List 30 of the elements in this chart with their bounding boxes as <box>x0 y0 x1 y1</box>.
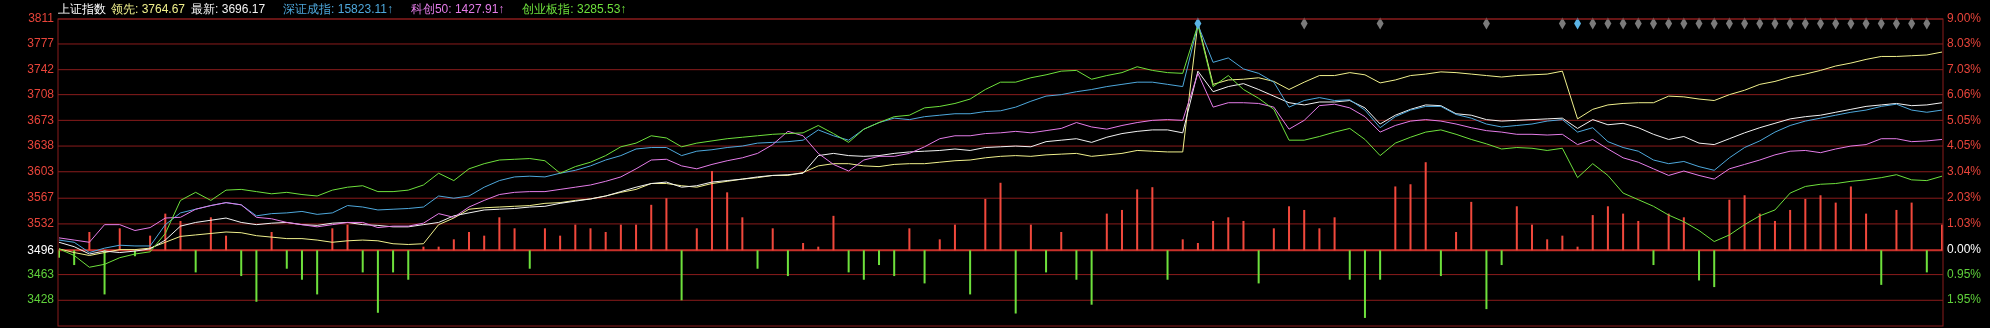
y-tick-label: 3603 <box>27 163 55 178</box>
y2-tick-label: 0.95% <box>1947 266 1982 281</box>
y-tick-label: 3638 <box>27 138 55 153</box>
y-tick-label: 3428 <box>27 292 55 307</box>
text: 深证成指: 15823.11↑ <box>283 2 393 16</box>
y2-tick-label: 9.00% <box>1947 11 1982 26</box>
y-tick-label: 3463 <box>27 266 55 281</box>
y-tick-label: 3532 <box>27 216 55 231</box>
y-tick-label: 3777 <box>27 36 55 51</box>
y2-tick-label: 6.06% <box>1947 86 1982 101</box>
text: 领先: 3764.67 <box>111 2 186 16</box>
y-tick-label: 3496 <box>27 242 55 257</box>
y2-tick-label: 7.03% <box>1947 61 1982 76</box>
y2-tick-label: 8.03% <box>1947 36 1982 51</box>
chart-title: 上证指数 <box>58 2 106 16</box>
y-tick-label: 3567 <box>27 190 55 205</box>
y2-tick-label: 3.04% <box>1947 164 1982 179</box>
y2-tick-label: 1.95% <box>1947 292 1982 307</box>
y-tick-label: 3673 <box>27 112 55 127</box>
y2-tick-label: 1.03% <box>1947 215 1982 230</box>
text: 最新: 3696.17 <box>191 2 266 16</box>
y2-tick-label: 0.00% <box>1947 242 1982 257</box>
y2-tick-label: 5.05% <box>1947 112 1982 127</box>
y2-tick-label: 4.05% <box>1947 138 1982 153</box>
y-tick-label: 3708 <box>27 86 55 101</box>
text: 创业板指: 3285.53↑ <box>522 2 627 16</box>
y-tick-label: 3811 <box>28 11 55 26</box>
y-tick-label: 3742 <box>27 61 55 76</box>
text: 科创50: 1427.91↑ <box>410 2 505 16</box>
y2-tick-label: 2.03% <box>1947 190 1982 205</box>
